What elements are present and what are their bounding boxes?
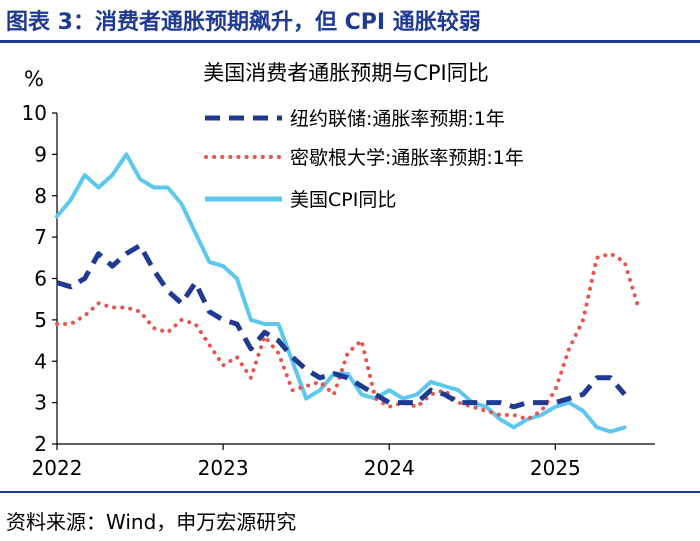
- x-tick-label: 2023: [198, 456, 249, 480]
- y-tick-label: 8: [34, 184, 47, 208]
- legend: 纽约联储:通胀率预期:1年 密歇根大学:通胀率预期:1年 美国CPI同比: [204, 108, 524, 211]
- y-tick-label: 6: [34, 267, 47, 291]
- y-tick-label: 2: [34, 432, 47, 456]
- source-note: 资料来源：Wind，申万宏源研究: [6, 510, 297, 534]
- x-tick-label: 2024: [364, 456, 415, 480]
- y-tick-label: 5: [34, 308, 47, 332]
- figure-title: 图表 3：消费者通胀预期飙升，但 CPI 通胀较弱: [6, 10, 481, 35]
- y-tick-label: 9: [34, 142, 47, 166]
- x-axis-ticks: 2022 2023 2024 2025: [32, 444, 581, 480]
- y-tick-label: 3: [34, 391, 47, 415]
- legend-label-cpi: 美国CPI同比: [290, 189, 396, 211]
- series-michigan-1y-expectation: [55, 251, 641, 422]
- legend-label-michigan: 密歇根大学:通胀率预期:1年: [290, 147, 524, 169]
- series-ny-fed-1y-expectation: [56, 242, 627, 410]
- legend-item-ny-fed: 纽约联储:通胀率预期:1年: [205, 108, 505, 130]
- series-layer: [55, 152, 641, 434]
- bottom-rule: [0, 491, 700, 493]
- y-tick-label: 4: [34, 349, 47, 373]
- x-tick-label: 2025: [530, 456, 581, 480]
- y-axis-ticks: 2 3 4 5 6 7 8 9 10: [22, 101, 57, 456]
- legend-item-michigan: 密歇根大学:通胀率预期:1年: [204, 147, 524, 169]
- x-tick-label: 2022: [32, 456, 83, 480]
- legend-item-cpi: 美国CPI同比: [205, 189, 396, 211]
- top-rule: [0, 40, 700, 43]
- legend-label-ny-fed: 纽约联储:通胀率预期:1年: [290, 108, 505, 130]
- y-axis-unit: %: [24, 67, 44, 91]
- y-tick-label: 10: [22, 101, 47, 125]
- y-tick-label: 7: [34, 225, 47, 249]
- chart-title: 美国消费者通胀预期与CPI同比: [203, 61, 489, 85]
